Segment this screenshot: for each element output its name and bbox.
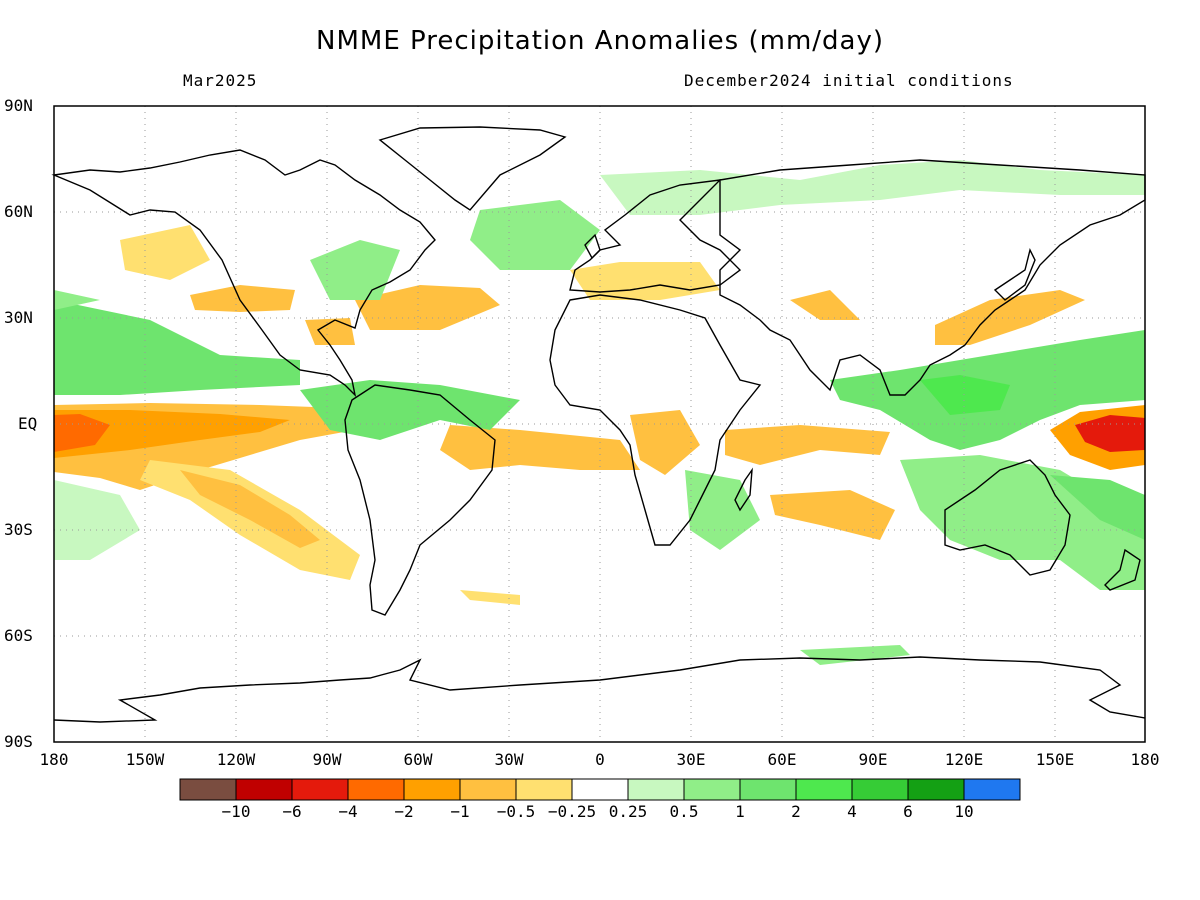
anomaly-fields bbox=[54, 160, 1145, 665]
anomaly-dry-north-atlantic bbox=[355, 285, 500, 330]
colorbar-label: −2 bbox=[394, 802, 414, 821]
valid-month-label: Mar2025 bbox=[183, 71, 258, 90]
coast-madagascar bbox=[734, 467, 753, 512]
anomaly-wet-north-atlantic bbox=[470, 200, 600, 270]
lon-label-120e: 120E bbox=[944, 750, 984, 769]
colorbar-swatch bbox=[571, 778, 629, 801]
coast-australia bbox=[944, 459, 1071, 576]
coast-north-america bbox=[51, 149, 436, 398]
lon-label-60w: 60W bbox=[403, 750, 433, 769]
coastlines bbox=[51, 126, 1146, 723]
coast-antarctica bbox=[53, 656, 1146, 723]
lat-label-30n: 30N bbox=[4, 308, 33, 327]
coast-south-america bbox=[344, 384, 496, 616]
lat-label-90n: 90N bbox=[4, 96, 33, 115]
colorbar bbox=[179, 778, 1021, 801]
colorbar-swatch bbox=[403, 778, 461, 801]
colorbar-swatch bbox=[963, 778, 1021, 801]
map-frame bbox=[53, 105, 1146, 743]
colorbar-swatch bbox=[459, 778, 517, 801]
colorbar-label: −0.25 bbox=[547, 802, 597, 821]
lon-label-30e: 30E bbox=[676, 750, 706, 769]
anomaly-dry-south-pacific-core bbox=[180, 470, 320, 548]
colorbar-swatch bbox=[627, 778, 685, 801]
colorbar-swatch bbox=[683, 778, 741, 801]
colorbar-swatch bbox=[515, 778, 573, 801]
anomaly-wet-southern-ocean bbox=[800, 645, 910, 665]
lon-label-0: 0 bbox=[595, 750, 605, 769]
lat-label-90s: 90S bbox=[4, 732, 33, 751]
map-title: NMME Precipitation Anomalies (mm/day) bbox=[316, 26, 884, 56]
anomaly-dry-north-pacific-2 bbox=[120, 225, 210, 280]
colorbar-swatch bbox=[851, 778, 909, 801]
lon-label-30w: 30W bbox=[494, 750, 524, 769]
initial-conditions-label: December2024 initial conditions bbox=[684, 71, 1014, 90]
colorbar-swatch bbox=[347, 778, 405, 801]
colorbar-label: 2 bbox=[791, 802, 801, 821]
lat-label-60s: 60S bbox=[4, 626, 33, 645]
coast-asia bbox=[719, 159, 1146, 396]
colorbar-label: 1 bbox=[735, 802, 745, 821]
coast-japan bbox=[993, 247, 1036, 301]
coast-uk bbox=[584, 233, 601, 260]
anomaly-dry-north-pacific bbox=[190, 285, 295, 312]
anomaly-wet-east-us bbox=[310, 240, 400, 300]
anomaly-wet-australia-core bbox=[1050, 475, 1145, 540]
colorbar-label: −0.5 bbox=[496, 802, 536, 821]
anomaly-wet-eurasia bbox=[600, 160, 1145, 215]
anomaly-wet-east-africa bbox=[685, 470, 760, 550]
lat-label-eq: EQ bbox=[18, 414, 38, 433]
lon-label-150e: 150E bbox=[1035, 750, 1075, 769]
colorbar-swatch bbox=[291, 778, 349, 801]
anomaly-dry-gulf-mexico bbox=[305, 318, 355, 345]
coast-new-zealand bbox=[1104, 548, 1141, 591]
graticule bbox=[54, 106, 1145, 742]
colorbar-label: 6 bbox=[903, 802, 913, 821]
colorbar-swatch bbox=[179, 778, 237, 801]
lat-label-60n: 60N bbox=[4, 202, 33, 221]
colorbar-swatch bbox=[907, 778, 965, 801]
colorbar-label: −10 bbox=[221, 802, 251, 821]
lon-label-180w: 180 bbox=[39, 750, 69, 769]
colorbar-label: −6 bbox=[282, 802, 302, 821]
colorbar-label: 10 bbox=[954, 802, 974, 821]
anomaly-dry-central-africa bbox=[630, 410, 700, 475]
coast-greenland bbox=[378, 126, 567, 211]
anomaly-wet-north-pacific-tropics-light bbox=[54, 290, 100, 310]
lon-label-60e: 60E bbox=[767, 750, 797, 769]
colorbar-swatch bbox=[739, 778, 797, 801]
coast-europe bbox=[569, 179, 742, 293]
colorbar-label: 4 bbox=[847, 802, 857, 821]
coast-africa bbox=[549, 294, 762, 546]
anomaly-dry-pacific-core bbox=[54, 410, 290, 458]
anomaly-wet-maritime-core bbox=[920, 375, 1010, 415]
lon-label-180e: 180 bbox=[1130, 750, 1160, 769]
anomaly-dry-mediterranean bbox=[570, 262, 720, 300]
colorbar-label: 0.25 bbox=[608, 802, 648, 821]
colorbar-label: 0.5 bbox=[669, 802, 699, 821]
anomaly-dry-indian-ocean bbox=[725, 425, 890, 465]
lon-label-90w: 90W bbox=[312, 750, 342, 769]
colorbar-swatch bbox=[235, 778, 293, 801]
anomaly-dry-south-atlantic bbox=[460, 590, 520, 605]
colorbar-swatch bbox=[795, 778, 853, 801]
lon-label-120w: 120W bbox=[216, 750, 256, 769]
colorbar-label: −1 bbox=[450, 802, 470, 821]
anomaly-wet-south-pacific-light bbox=[54, 480, 140, 560]
anomaly-dry-central-asia bbox=[790, 290, 860, 320]
anomaly-dry-southern-indian bbox=[770, 490, 895, 540]
lon-label-90e: 90E bbox=[858, 750, 888, 769]
anomaly-dry-east-asia bbox=[935, 290, 1085, 345]
colorbar-label: −4 bbox=[338, 802, 358, 821]
lon-label-150w: 150W bbox=[125, 750, 165, 769]
anomaly-wet-north-pacific-tropics bbox=[54, 300, 300, 395]
lat-label-30s: 30S bbox=[4, 520, 33, 539]
